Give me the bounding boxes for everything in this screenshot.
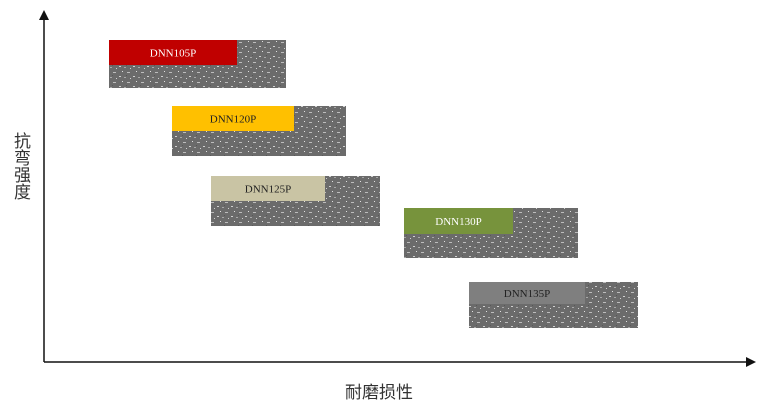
y-axis-label: 抗弯强度 bbox=[10, 132, 30, 200]
product-label: DNN130P bbox=[435, 216, 481, 228]
label-band bbox=[109, 40, 237, 65]
product-label: DNN135P bbox=[504, 288, 550, 300]
product-block: DNN135P bbox=[469, 282, 638, 328]
product-block: DNN130P bbox=[404, 208, 578, 258]
product-label: DNN120P bbox=[210, 114, 256, 126]
label-band bbox=[211, 176, 325, 201]
product-label: DNN105P bbox=[150, 48, 196, 60]
label-band bbox=[469, 282, 585, 304]
product-block: DNN105P bbox=[109, 40, 286, 88]
product-block: DNN120P bbox=[172, 106, 346, 156]
label-band bbox=[172, 106, 294, 131]
product-label: DNN125P bbox=[245, 184, 291, 196]
x-axis-label: 耐磨损性 bbox=[345, 383, 413, 403]
product-block: DNN125P bbox=[211, 176, 380, 226]
label-band bbox=[404, 208, 513, 234]
